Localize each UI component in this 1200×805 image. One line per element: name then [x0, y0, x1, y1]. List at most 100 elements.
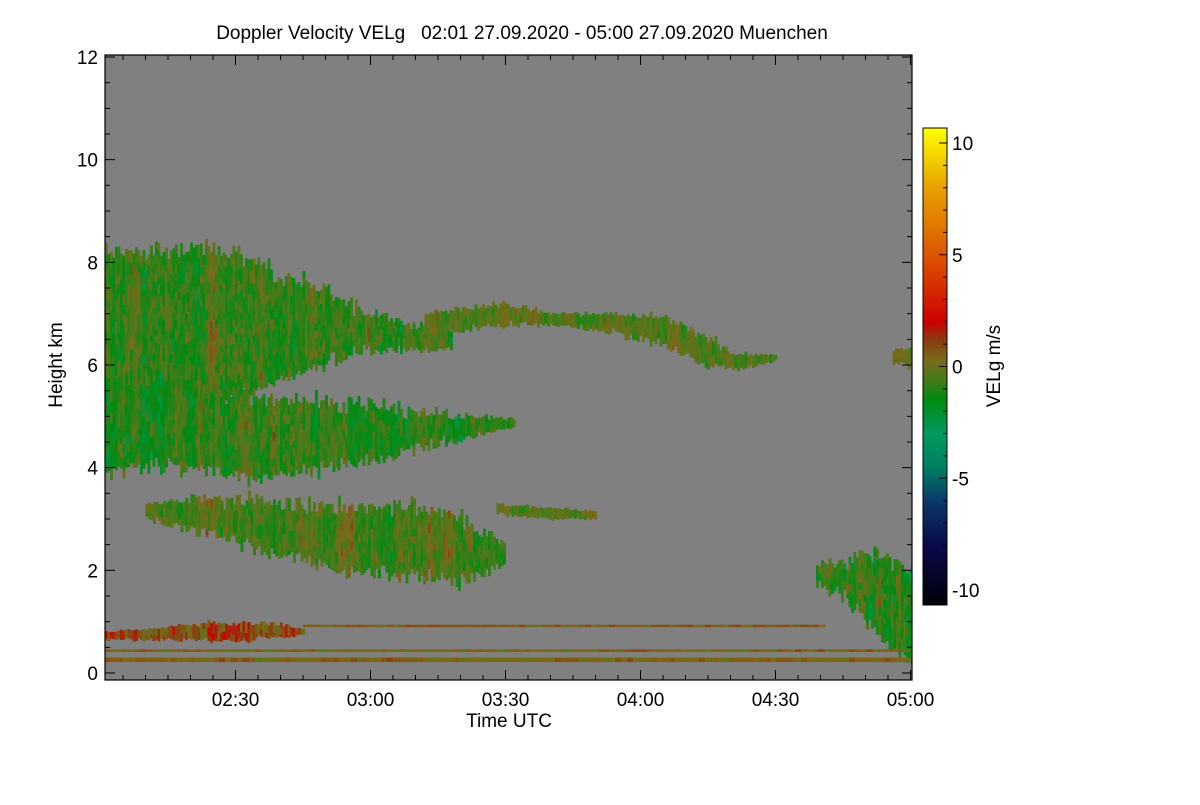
- velocity-cell: [730, 366, 733, 367]
- velocity-cell: [904, 609, 907, 623]
- velocity-cell: [153, 519, 156, 524]
- velocity-cell: [250, 342, 253, 354]
- velocity-cell: [343, 334, 346, 343]
- velocity-cell: [208, 510, 211, 521]
- velocity-cell: [356, 567, 359, 571]
- velocity-cell: [163, 437, 166, 449]
- velocity-cell: [400, 427, 403, 437]
- velocity-cell: [213, 496, 216, 506]
- velocity-cell: [483, 561, 486, 569]
- velocity-cell: [395, 457, 398, 459]
- velocity-cell: [881, 599, 884, 610]
- velocity-cell: [570, 314, 573, 321]
- velocity-cell: [884, 593, 887, 600]
- velocity-cell: [203, 494, 206, 508]
- velocity-cell: [622, 315, 625, 326]
- velocity-cell: [228, 376, 231, 387]
- velocity-cell: [896, 601, 899, 610]
- velocity-cell: [525, 305, 528, 314]
- velocity-cell: [115, 632, 118, 640]
- velocity-cell: [441, 551, 444, 560]
- velocity-cell: [160, 286, 163, 296]
- velocity-cell: [500, 325, 503, 328]
- velocity-cell: [398, 412, 401, 424]
- velocity-cell: [278, 468, 281, 476]
- velocity-cell: [343, 511, 346, 519]
- velocity-cell: [203, 332, 206, 342]
- velocity-cell: [421, 539, 424, 553]
- velocity-cell: [223, 389, 226, 397]
- velocity-cell: [471, 649, 477, 652]
- velocity-cell: [765, 649, 771, 652]
- velocity-cell: [443, 344, 446, 350]
- velocity-cell: [210, 623, 213, 637]
- velocity-cell: [213, 368, 216, 375]
- velocity-cell: [248, 467, 251, 474]
- velocity-cell: [577, 510, 580, 517]
- velocity-cell: [238, 639, 241, 643]
- velocity-cell: [110, 424, 113, 436]
- velocity-cell: [170, 450, 173, 461]
- velocity-cell: [145, 412, 148, 421]
- velocity-cell: [325, 409, 328, 423]
- velocity-cell: [223, 277, 226, 284]
- velocity-cell: [180, 404, 183, 414]
- velocity-cell: [253, 542, 256, 549]
- velocity-cell: [219, 649, 225, 652]
- velocity-cell: [874, 556, 877, 566]
- velocity-cell: [253, 510, 256, 517]
- velocity-cell: [158, 260, 161, 269]
- velocity-cell: [288, 273, 291, 285]
- velocity-cell: [255, 658, 261, 663]
- velocity-cell: [391, 576, 394, 577]
- velocity-cell: [223, 252, 226, 258]
- velocity-cell: [592, 324, 595, 331]
- velocity-cell: [233, 270, 236, 277]
- velocity-cell: [368, 537, 371, 548]
- velocity-cell: [607, 315, 610, 329]
- velocity-cell: [478, 418, 481, 427]
- velocity-cell: [193, 437, 196, 444]
- velocity-cell: [293, 293, 296, 301]
- velocity-cell: [884, 587, 887, 594]
- velocity-cell: [340, 442, 343, 452]
- velocity-cell: [291, 531, 294, 541]
- velocity-cell: [220, 278, 223, 286]
- velocity-cell: [203, 274, 206, 284]
- velocity-cell: [885, 658, 891, 663]
- velocity-cell: [318, 470, 321, 479]
- velocity-cell: [233, 375, 236, 382]
- velocity-cell: [233, 246, 236, 253]
- velocity-cell: [185, 293, 188, 304]
- velocity-cell: [160, 326, 163, 336]
- velocity-cell: [248, 485, 251, 487]
- velocity-cell: [485, 414, 488, 422]
- velocity-cell: [431, 544, 434, 551]
- velocity-cell: [456, 586, 459, 587]
- velocity-cell: [318, 365, 321, 366]
- velocity-cell: [200, 422, 203, 433]
- velocity-cell: [904, 636, 907, 650]
- velocity-cell: [318, 358, 321, 365]
- velocity-cell: [725, 347, 728, 357]
- velocity-cell: [405, 438, 408, 445]
- velocity-cell: [343, 548, 346, 556]
- velocity-cell: [241, 511, 244, 518]
- velocity-cell: [605, 318, 608, 325]
- velocity-cell: [210, 362, 213, 376]
- velocity-cell: [253, 381, 256, 388]
- velocity-cell: [235, 342, 238, 351]
- velocity-cell: [200, 283, 203, 291]
- velocity-cell: [705, 345, 708, 354]
- velocity-cell: [403, 331, 406, 338]
- velocity-cell: [288, 511, 291, 518]
- velocity-cell: [270, 360, 273, 370]
- velocity-cell: [265, 451, 268, 459]
- velocity-cell: [906, 626, 909, 637]
- velocity-cell: [373, 329, 376, 343]
- velocity-cell: [901, 628, 904, 638]
- velocity-cell: [386, 522, 389, 532]
- velocity-cell: [837, 649, 843, 652]
- velocity-cell: [597, 326, 600, 332]
- velocity-cell: [148, 342, 151, 353]
